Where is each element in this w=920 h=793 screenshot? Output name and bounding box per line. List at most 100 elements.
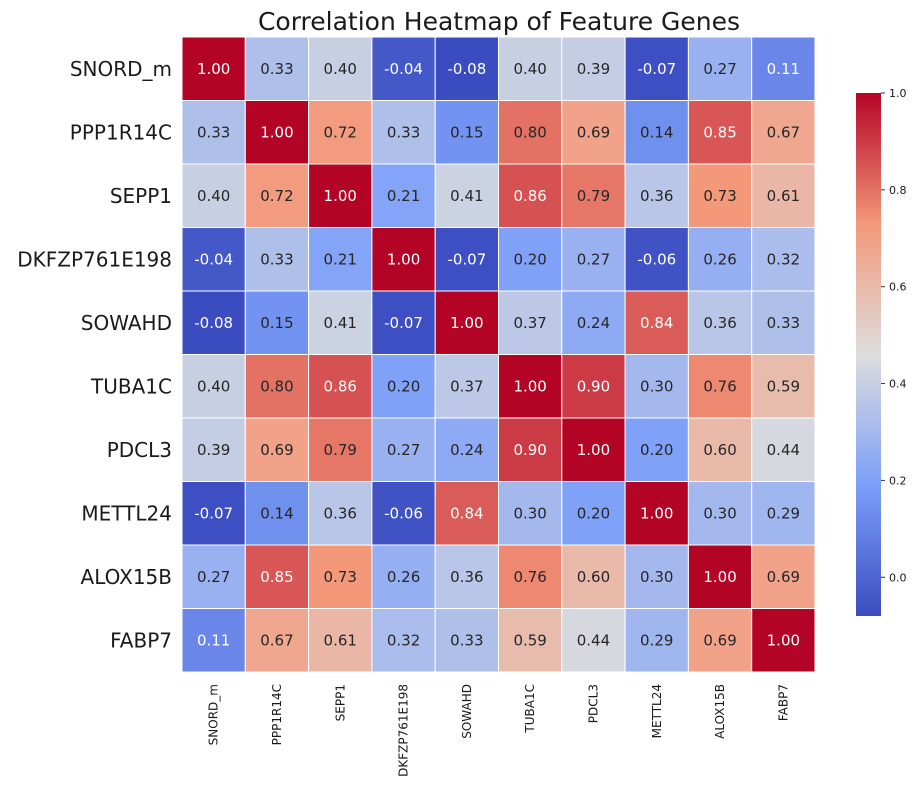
heatmap-cell [751,100,816,165]
cell-value-label: 0.32 [387,631,420,649]
heatmap-cell [498,290,563,355]
heatmap-cell [308,36,373,101]
heatmap-cell [751,227,816,292]
cell-value-label: 0.39 [197,441,230,459]
cell-value-label: 0.33 [387,123,420,141]
cell-value-label: 0.27 [387,441,420,459]
heatmap-cell [624,544,689,609]
heatmap-cell [308,163,373,228]
heatmap-cell [751,290,816,355]
heatmap-cell [687,417,753,482]
cell-value-label: 1.00 [260,123,293,141]
cell-value-label: 0.40 [197,187,230,205]
heatmap-cell [181,544,246,609]
cell-value-label: 0.33 [767,314,800,332]
cell-value-label: 0.40 [324,60,357,78]
cell-value-label: 0.20 [513,250,546,268]
column-labels: SNORD_m PPP1R14C SEPP1 DKFZP761E198 SOWAHD TU… [207,684,791,777]
colorbar-tick-label: 0.2 [889,474,907,487]
colorbar: 0.0 0.2 0.4 0.6 0.8 1.0 [856,87,907,616]
cell-value-label: 0.59 [513,631,546,649]
heatmap-cell [498,227,563,292]
row-label: TUBA1C [90,374,172,398]
heatmap-cell [751,417,816,482]
cell-value-label: 1.00 [387,250,420,268]
heatmap-cell [308,544,373,609]
cell-value-label: 0.29 [640,631,673,649]
cell-value-label: -0.08 [194,314,233,332]
heatmap-cell [434,163,500,228]
chart-title: Correlation Heatmap of Feature Genes [258,7,740,36]
heatmap-cell [498,354,563,419]
row-label: METTL24 [81,501,172,525]
heatmap-cell [687,163,753,228]
row-label: DKFZP761E198 [17,247,172,271]
cell-value-label: 0.14 [640,123,673,141]
row-label: SNORD_m [70,57,172,81]
heatmap-cell [244,544,310,609]
cell-value-label: 0.86 [513,187,546,205]
heatmap-cells: 1.00 0.33 0.40 -0.04 -0.08 0.40 0.39 -0.07 0.27 0… [181,36,816,673]
cell-value-label: 0.40 [513,60,546,78]
cell-value-label: 0.27 [703,60,736,78]
heatmap-cell [687,100,753,165]
cell-value-label: 0.79 [324,441,357,459]
heatmap-cell [751,481,816,546]
cell-value-label: 0.15 [260,314,293,332]
heatmap-cell [498,36,563,101]
cell-value-label: 0.73 [324,568,357,586]
heatmap-cell [624,290,689,355]
cell-value-label: 0.14 [260,504,293,522]
heatmap-cell [244,163,310,228]
cell-value-label: 0.60 [577,568,610,586]
cell-value-label: 0.72 [260,187,293,205]
heatmap-cell [371,100,436,165]
cell-value-label: 1.00 [450,314,483,332]
cell-value-label: 0.59 [767,377,800,395]
heatmap-cell [561,608,626,673]
cell-value-label: 0.61 [324,631,357,649]
row-label: FABP7 [110,628,172,652]
colorbar-tick-label: 0.8 [889,184,907,197]
cell-value-label: -0.08 [447,60,486,78]
column-label: SNORD_m [207,684,221,745]
heatmap-cell [308,481,373,546]
heatmap-cell [624,36,689,101]
cell-value-label: 0.27 [577,250,610,268]
cell-value-label: 0.69 [577,123,610,141]
heatmap-cell [687,481,753,546]
cell-value-label: 0.33 [197,123,230,141]
cell-value-label: 0.72 [324,123,357,141]
cell-value-label: 0.20 [577,504,610,522]
heatmap-cell [244,290,310,355]
colorbar-tick-label: 0.6 [889,281,907,294]
heatmap-cell [561,227,626,292]
cell-value-label: 0.40 [197,377,230,395]
row-label: SEPP1 [110,184,172,208]
cell-value-label: 0.29 [767,504,800,522]
heatmap-cell [434,481,500,546]
cell-value-label: 0.30 [640,377,673,395]
heatmap-cell [181,163,246,228]
cell-value-label: 0.24 [577,314,610,332]
row-label: PDCL3 [107,438,172,462]
cell-value-label: 0.37 [513,314,546,332]
column-label: PPP1R14C [270,684,284,745]
cell-value-label: 0.11 [767,60,800,78]
cell-value-label: 0.32 [767,250,800,268]
cell-value-label: 0.30 [513,504,546,522]
column-label: DKFZP761E198 [397,684,411,777]
cell-value-label: 0.84 [450,504,483,522]
heatmap-cell [561,100,626,165]
cell-value-label: 0.33 [450,631,483,649]
cell-value-label: 0.79 [577,187,610,205]
row-label: SOWAHD [81,311,172,335]
cell-value-label: 0.69 [767,568,800,586]
cell-value-label: 0.86 [324,377,357,395]
colorbar-tick-label: 0.0 [889,571,907,584]
cell-value-label: 1.00 [197,60,230,78]
heatmap-cell [624,481,689,546]
cell-value-label: 0.37 [450,377,483,395]
heatmap-cell [371,544,436,609]
cell-value-label: 0.41 [324,314,357,332]
